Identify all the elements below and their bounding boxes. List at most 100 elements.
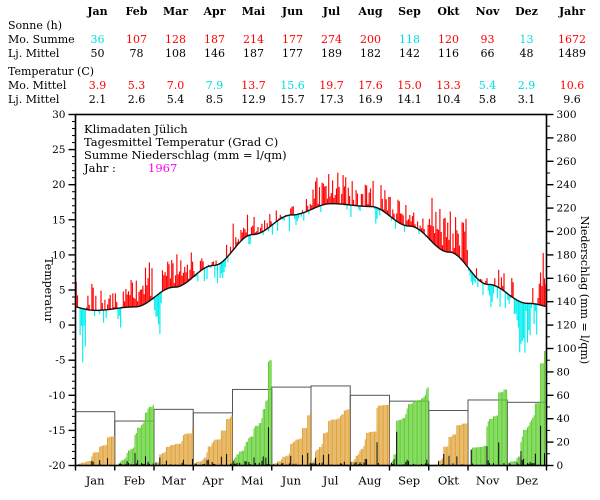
- precip-axis-tick-label: 200: [557, 226, 577, 238]
- table-row: Mo. Summe 36 107 128 187 214 177 274 200 118 120 93…: [0, 33, 598, 47]
- climate-chart: -20-15-10-505101520253002040608010012014…: [42, 109, 591, 488]
- precip-axis-tick-label: 160: [557, 273, 577, 285]
- table-row: Lj. Mittel 2.1 2.6 5.4 8.5 12.9 15.7 17.3 16.9 14…: [0, 93, 598, 107]
- value-cell: 274: [321, 33, 342, 46]
- value-cell: 13: [519, 33, 534, 46]
- month-axis-label: Sep: [398, 474, 420, 488]
- temp-axis-tick-label: 20: [52, 179, 65, 191]
- precip-axis-tick-label: 0: [557, 460, 564, 472]
- value-cell: 2.1: [88, 93, 107, 106]
- chart-legend: Klimadaten Jülich Tagesmittel Temperatur…: [84, 123, 287, 175]
- section-title: Temperatur (C): [8, 65, 95, 78]
- value-cell: 1672: [558, 33, 586, 46]
- value-cell: 182: [360, 47, 381, 60]
- temp-longterm-curve: [75, 203, 547, 312]
- column-header: Dez: [515, 5, 538, 18]
- column-header: Apr: [203, 5, 226, 18]
- month-axis-label: Jul: [322, 474, 339, 488]
- section-row: Temperatur (C): [0, 61, 598, 79]
- value-cell: 116: [438, 47, 459, 60]
- column-header: Nov: [475, 5, 500, 18]
- column-header: Jan: [87, 5, 108, 18]
- precip-axis-tick-label: 280: [557, 132, 577, 144]
- value-cell: 17.3: [319, 93, 344, 106]
- year-label: Jahr :: [84, 161, 116, 175]
- value-cell: 19.7: [319, 79, 344, 92]
- precip-axis-tick-label: 260: [557, 156, 577, 168]
- precip-axis-tick-label: 20: [557, 437, 570, 449]
- value-cell: 16.9: [358, 93, 383, 106]
- temp-axis-tick-label: 30: [52, 109, 65, 121]
- month-axis-label: Aug: [357, 474, 382, 488]
- temp-axis-tick-label: 0: [59, 320, 66, 332]
- legend-line-temp: Tagesmittel Temperatur (Grad C): [84, 135, 279, 149]
- value-cell: 108: [165, 47, 186, 60]
- precip-axis-title: Niederschlag (mm = l/qm): [578, 216, 591, 364]
- temp-axis-tick-label: -5: [55, 355, 65, 367]
- column-header: Jahr: [558, 5, 586, 18]
- year-value: 1967: [148, 161, 178, 175]
- value-cell: 3.1: [517, 93, 536, 106]
- value-cell: 3.9: [88, 79, 107, 92]
- value-cell: 187: [204, 33, 225, 46]
- precip-axis-tick-label: 60: [557, 390, 570, 402]
- value-cell: 107: [126, 33, 147, 46]
- month-axis-label: Mar: [162, 474, 187, 488]
- precip-axis-tick-label: 180: [557, 249, 577, 261]
- precip-axis-tick-label: 80: [557, 366, 570, 378]
- temp-axis-tick-label: 5: [59, 285, 66, 297]
- value-cell: 120: [438, 33, 459, 46]
- row-label: Mo. Mittel: [8, 79, 67, 92]
- column-header: Feb: [125, 5, 148, 18]
- section-row: Sonne (h): [0, 19, 598, 33]
- month-axis-label: Jun: [281, 474, 302, 488]
- precip-cumulative-bars: [75, 350, 547, 466]
- precip-axis-tick-label: 100: [557, 343, 577, 355]
- month-axis-label: Dez: [516, 474, 538, 488]
- value-cell: 15.0: [397, 79, 422, 92]
- column-header: Mar: [162, 5, 189, 18]
- temp-axis-tick-label: -10: [49, 390, 66, 402]
- temp-axis-tick-label: 15: [52, 214, 65, 226]
- value-cell: 128: [165, 33, 186, 46]
- month-axis-label: Feb: [124, 474, 146, 488]
- climate-table: Jan Feb Mar Apr Mai Jun Jul Aug Sep Okt Nov Dez Jahr…: [0, 5, 598, 107]
- temp-axis-tick-label: 10: [52, 249, 65, 261]
- value-cell: 50: [90, 47, 105, 60]
- precip-axis-tick-label: 140: [557, 296, 577, 308]
- table-header-row: Jan Feb Mar Apr Mai Jun Jul Aug Sep Okt Nov Dez Jahr: [0, 5, 598, 19]
- legend-line-precip: Summe Niederschlag (mm = l/qm): [84, 148, 287, 162]
- climate-table-body: Jan Feb Mar Apr Mai Jun Jul Aug Sep Okt Nov Dez Jahr…: [0, 5, 598, 107]
- value-cell: 8.5: [205, 93, 224, 106]
- value-cell: 66: [480, 47, 495, 60]
- value-cell: 15.7: [280, 93, 305, 106]
- value-cell: 1489: [558, 47, 586, 60]
- row-label: Lj. Mittel: [8, 93, 60, 106]
- value-cell: 5.4: [166, 93, 185, 106]
- axes: -20-15-10-505101520253002040608010012014…: [42, 109, 591, 488]
- value-cell: 14.1: [397, 93, 422, 106]
- precip-axis-tick-label: 40: [557, 413, 570, 425]
- precip-axis-tick-label: 220: [557, 203, 577, 215]
- value-cell: 10.4: [436, 93, 461, 106]
- temp-axis-tick-label: -15: [49, 425, 66, 437]
- column-header: Sep: [398, 5, 421, 18]
- value-cell: 7.9: [205, 79, 224, 92]
- column-header: Okt: [437, 5, 460, 18]
- column-header: Aug: [358, 5, 383, 18]
- row-label: Lj. Mittel: [8, 47, 60, 60]
- value-cell: 187: [243, 47, 264, 60]
- temp-axis-tick-label: 25: [52, 144, 65, 156]
- value-cell: 5.3: [127, 79, 146, 92]
- row-label: Mo. Summe: [8, 33, 75, 46]
- legend-line-title: Klimadaten Jülich: [84, 122, 188, 136]
- section-title: Sonne (h): [8, 19, 63, 32]
- value-cell: 5.4: [478, 79, 497, 92]
- month-axis-label: Okt: [438, 474, 459, 488]
- value-cell: 7.0: [166, 79, 185, 92]
- value-cell: 93: [480, 33, 495, 46]
- precip-longterm-boxes: [75, 385, 547, 467]
- month-axis-label: Jan: [85, 474, 105, 488]
- table-row: Mo. Mittel 3.9 5.3 7.0 7.9 13.7 15.6 19.7 17.6 15…: [0, 79, 598, 93]
